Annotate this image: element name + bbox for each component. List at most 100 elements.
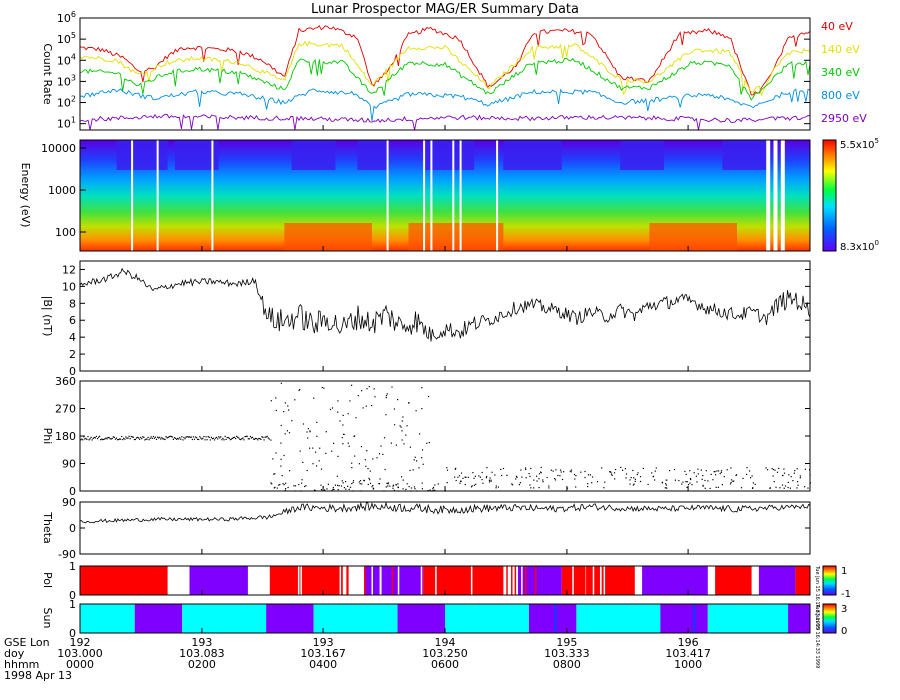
field-magnitude-tick-label: 2 bbox=[69, 348, 76, 361]
phi-point bbox=[232, 437, 235, 439]
phi-point bbox=[746, 473, 748, 475]
phi-point bbox=[83, 436, 85, 438]
phi-point bbox=[261, 436, 263, 438]
phi-point bbox=[490, 479, 492, 481]
phi-point bbox=[717, 486, 719, 488]
phi-point bbox=[163, 438, 165, 440]
phi-point bbox=[209, 439, 211, 441]
phi-point bbox=[560, 471, 562, 473]
phi-point bbox=[216, 436, 218, 438]
phi-point bbox=[201, 438, 203, 440]
phi-point bbox=[367, 468, 369, 470]
count-rate-tick-label: 101 bbox=[57, 116, 76, 131]
phi-point bbox=[116, 439, 119, 441]
phi-point bbox=[516, 476, 518, 478]
phi-point bbox=[319, 447, 321, 449]
phi-point bbox=[700, 469, 702, 471]
x-tick-label-hhmm: 0200 bbox=[188, 658, 216, 671]
phi-point bbox=[714, 471, 716, 473]
phi-point bbox=[369, 479, 371, 481]
phi-point bbox=[548, 485, 550, 487]
phi-point bbox=[235, 437, 237, 440]
phi-point bbox=[709, 487, 711, 489]
phi-point bbox=[351, 384, 353, 386]
phi-point bbox=[674, 479, 676, 481]
phi-point bbox=[462, 477, 464, 479]
legend-entry-3: 800 eV bbox=[821, 89, 860, 102]
pol-stripe bbox=[592, 566, 595, 595]
phi-point bbox=[752, 482, 754, 484]
phi-point bbox=[229, 439, 231, 441]
phi-point bbox=[500, 468, 502, 470]
phi-point bbox=[530, 487, 532, 489]
sun-segment bbox=[80, 604, 135, 633]
phi-point bbox=[280, 382, 282, 384]
phi-point bbox=[206, 439, 208, 441]
phi-point bbox=[205, 436, 207, 438]
spectrogram-data-gap bbox=[131, 140, 134, 251]
phi-point bbox=[306, 469, 308, 472]
phi-point bbox=[397, 483, 399, 485]
phi-point bbox=[199, 436, 201, 438]
phi-point bbox=[256, 438, 258, 440]
phi-point bbox=[247, 438, 249, 440]
phi-point bbox=[716, 470, 718, 472]
phi-point bbox=[203, 435, 205, 438]
spectrogram-data-gap bbox=[496, 140, 499, 251]
phi-point bbox=[369, 482, 372, 484]
field-magnitude-ylabel: |B| (nT) bbox=[41, 296, 54, 337]
phi-point bbox=[561, 478, 564, 481]
sun-yticks: 01 bbox=[69, 598, 810, 640]
phi-point bbox=[251, 436, 254, 438]
phi-point bbox=[584, 476, 586, 479]
phi-point bbox=[394, 424, 396, 426]
phi-point bbox=[654, 470, 656, 472]
x-tick-label-lon: 193 bbox=[313, 636, 334, 649]
phi-point bbox=[730, 467, 732, 469]
phi-point bbox=[196, 437, 198, 439]
phi-point bbox=[337, 400, 339, 402]
phi-point bbox=[149, 437, 151, 439]
phi-point bbox=[390, 442, 392, 444]
pol-stripe bbox=[420, 566, 423, 595]
phi-point bbox=[306, 431, 308, 433]
phi-point bbox=[313, 489, 316, 491]
phi-point bbox=[419, 433, 421, 435]
sun-segment bbox=[182, 604, 267, 633]
phi-point bbox=[347, 442, 349, 444]
phi-point bbox=[245, 435, 247, 438]
phi-point bbox=[632, 469, 634, 472]
phi-point bbox=[412, 469, 414, 471]
phi-point bbox=[730, 481, 732, 484]
phi-point bbox=[434, 489, 436, 491]
phi-point bbox=[287, 405, 289, 407]
pol-stripe bbox=[280, 566, 282, 595]
phi-point bbox=[103, 438, 105, 440]
phi-point bbox=[446, 482, 448, 484]
phi-point bbox=[713, 471, 715, 473]
phi-point bbox=[284, 433, 286, 435]
phi-point bbox=[99, 435, 101, 437]
phi-point bbox=[170, 435, 172, 438]
pol-segment bbox=[189, 566, 248, 595]
field-magnitude-tick-label: 8 bbox=[69, 297, 76, 310]
phi-point bbox=[341, 437, 343, 439]
phi-point bbox=[589, 474, 591, 476]
sun-colorbar-bottom: 0 bbox=[841, 626, 847, 637]
phi-point bbox=[446, 467, 448, 469]
phi-point bbox=[629, 479, 631, 481]
field-magnitude-tick-label: 0 bbox=[69, 365, 76, 378]
phi-point bbox=[204, 439, 206, 441]
phi-point bbox=[338, 485, 340, 487]
count-rate-yticks: 101 102 103 104 105 106 bbox=[57, 10, 810, 131]
phi-point bbox=[464, 476, 466, 478]
phi-point bbox=[150, 436, 152, 438]
phi-point bbox=[604, 481, 606, 483]
phi-point bbox=[389, 485, 391, 487]
phi-point bbox=[173, 437, 175, 439]
phi-point bbox=[395, 484, 397, 486]
x-tick-label-hhmm: 0000 bbox=[66, 658, 94, 671]
phi-tick-label: 90 bbox=[62, 458, 76, 471]
sun-segment bbox=[445, 604, 529, 633]
phi-point bbox=[386, 482, 388, 484]
